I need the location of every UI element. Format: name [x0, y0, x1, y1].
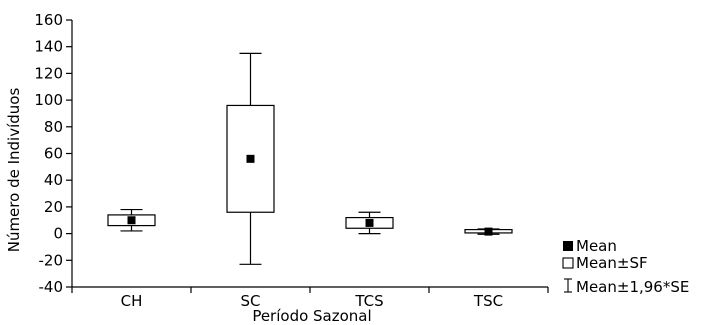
legend-label: Mean±SF	[576, 254, 648, 272]
y-tick-label: 60	[44, 145, 63, 163]
y-tick-label: 100	[34, 91, 63, 109]
legend-label: Mean	[576, 237, 617, 255]
x-axis: CH SC TCS TSC	[71, 286, 549, 310]
x-tick-label: CH	[121, 292, 143, 310]
x-tick-label: SC	[241, 292, 261, 310]
y-tick-label: -20	[39, 251, 64, 269]
box-ch	[107, 208, 156, 232]
y-tick-label: 120	[34, 64, 63, 82]
legend-label: Mean±1,96*SE	[576, 278, 689, 296]
box-tsc	[464, 227, 513, 236]
y-axis-title: Número de Indivíduos	[5, 88, 23, 253]
y-tick-label: 160	[34, 11, 63, 29]
x-tick-label: TCS	[354, 292, 383, 310]
box-series	[107, 52, 513, 265]
mean-marker	[246, 154, 255, 163]
box-sc	[226, 52, 275, 265]
mean-marker	[365, 218, 374, 227]
mean-marker	[484, 227, 493, 236]
y-tick-label: 80	[44, 118, 63, 136]
y-tick-label: 20	[44, 198, 63, 216]
y-axis: -40 -20 0 20 40 60 80 100 120 140 160	[34, 11, 73, 296]
y-tick-label: 40	[44, 171, 63, 189]
box-tcs	[345, 211, 394, 235]
legend-se-swatch	[562, 257, 574, 269]
mean-marker	[127, 216, 136, 225]
y-tick-label: 140	[34, 38, 63, 56]
legend-mean-swatch	[563, 241, 573, 251]
x-tick-label: TSC	[473, 292, 503, 310]
y-tick-label: -40	[39, 278, 64, 296]
x-axis-title: Período Sazonal	[252, 307, 371, 325]
y-tick-label: 0	[53, 225, 63, 243]
